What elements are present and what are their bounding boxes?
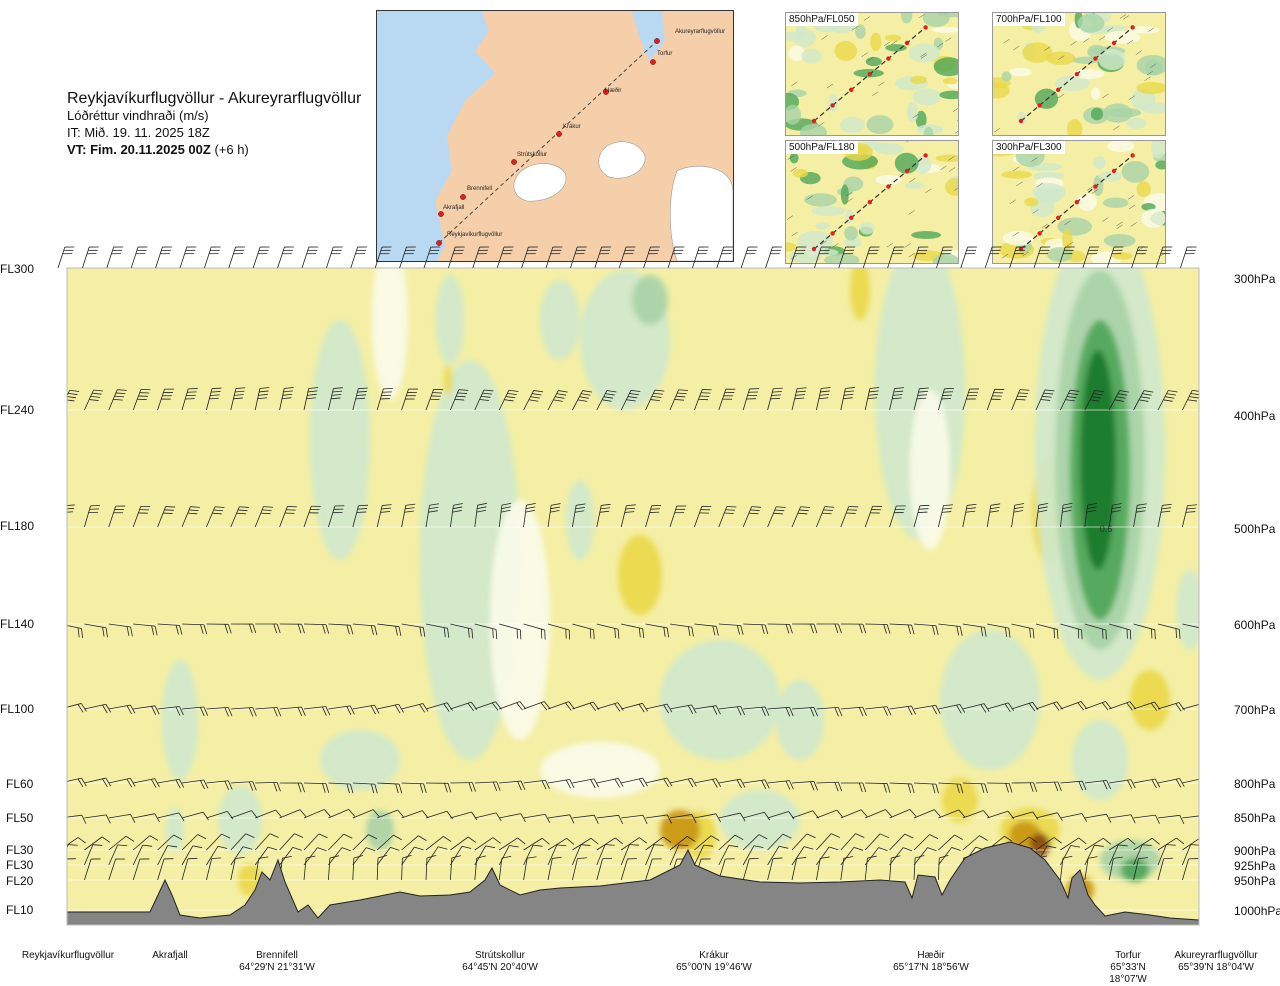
location-name: Brennifell — [232, 950, 322, 962]
fl-label-240: FL240 — [0, 403, 36, 417]
wind-barbs-top-row — [58, 247, 1197, 268]
fl-label-60: FL60 — [6, 777, 42, 791]
velocity-contour-blob — [320, 730, 400, 790]
velocity-contour-blob — [940, 630, 1040, 770]
hpa-label-950: 950hPa — [1234, 874, 1275, 888]
wind-barb-flag — [1204, 815, 1208, 824]
location-coord: 65°00'N 19°46'W — [669, 962, 759, 974]
fl-label-300: FL300 — [0, 262, 36, 276]
location-label: Hæðir 65°17'N 18°56'W — [886, 950, 976, 974]
fl-label-180: FL180 — [0, 519, 36, 533]
wind-barb-flag — [594, 630, 595, 639]
hpa-label-700: 700hPa — [1234, 703, 1275, 717]
location-name: Akrafjall — [140, 950, 200, 962]
wind-barb-flag — [1200, 779, 1205, 787]
velocity-contour-blob — [1130, 670, 1170, 730]
fl-label-30b: FL30 — [6, 858, 42, 872]
wind-barb-flag — [1200, 704, 1205, 712]
velocity-contour-blob — [942, 778, 978, 822]
velocity-contour-blob — [436, 275, 464, 365]
location-label: Akrafjall — [140, 950, 200, 962]
wind-barb-flag — [359, 505, 368, 506]
hpa-label-500: 500hPa — [1234, 522, 1275, 536]
velocity-contour-blob — [566, 480, 594, 560]
wind-barb-flag — [1201, 838, 1209, 844]
velocity-contour-blob — [490, 500, 550, 740]
wind-barb-flag — [1204, 629, 1205, 638]
velocity-contour-blob — [910, 390, 950, 550]
wind-barb-flag — [1200, 628, 1201, 637]
fl-label-10: FL10 — [6, 903, 42, 917]
location-label: Brennifell 64°29'N 21°31'W — [232, 950, 322, 974]
wind-barb-staff — [60, 859, 66, 880]
velocity-contour-blob — [540, 280, 580, 360]
velocity-contour-blob — [162, 660, 198, 780]
location-label: Akureyrarflugvöllur 65°39'N 18°04'W — [1158, 950, 1274, 974]
hpa-label-800: 800hPa — [1234, 777, 1275, 791]
location-name: Torfur — [1100, 950, 1156, 962]
location-name: Reykjavíkurflugvöllur — [8, 950, 128, 962]
velocity-contour-blob — [366, 810, 394, 850]
fl-label-140: FL140 — [0, 617, 36, 631]
wind-barb-flag — [1155, 630, 1156, 639]
hpa-label-400: 400hPa — [1234, 409, 1275, 423]
location-label: Strútskollur 64°45'N 20°40'W — [455, 950, 545, 974]
wind-barb-flag — [1151, 629, 1152, 638]
velocity-contour-blob — [720, 790, 800, 850]
wind-barb-flag — [163, 513, 172, 514]
location-coord: 64°29'N 21°31'W — [232, 962, 322, 974]
velocity-contour-blob — [1080, 350, 1116, 570]
hpa-label-600: 600hPa — [1234, 618, 1275, 632]
fl-label-30a: FL30 — [6, 843, 42, 857]
velocity-contour-blob — [218, 786, 262, 854]
wind-barb-flag — [1082, 630, 1083, 639]
fl-label-100: FL100 — [0, 702, 36, 716]
velocity-contour-blob — [776, 680, 824, 760]
location-coord: 64°45'N 20°40'W — [455, 962, 545, 974]
hpa-label-1000: 1000hPa — [1234, 904, 1280, 918]
wind-barb-staff — [60, 506, 65, 527]
location-name: Hæðir — [886, 950, 976, 962]
velocity-contour-blob — [310, 320, 370, 560]
location-name: Strútskollur — [455, 950, 545, 962]
location-coord: 65°17'N 18°56'W — [886, 962, 976, 974]
wind-barb-flag — [1204, 778, 1209, 786]
velocity-contour-blob — [372, 240, 408, 400]
velocity-contour-blob — [850, 260, 870, 320]
hpa-label-850: 850hPa — [1234, 811, 1275, 825]
wind-barb-flag — [1204, 703, 1209, 711]
wind-barb-flag — [357, 512, 366, 513]
location-coord: 65°39'N 18°04'W — [1158, 962, 1274, 974]
velocity-contour-blob — [1072, 720, 1128, 800]
wind-barb-flag — [603, 858, 612, 859]
wind-barb-flag — [164, 510, 173, 511]
wind-barb-flag — [1078, 629, 1079, 638]
velocity-contour-blob — [155, 148, 165, 172]
wind-barb-flag — [358, 509, 367, 510]
velocity-contour-blob — [444, 365, 452, 395]
velocity-contour-blob — [540, 742, 660, 798]
wind-barb-flag — [166, 507, 175, 508]
location-coord: 65°33'N 18°07'W — [1100, 962, 1156, 986]
fl-label-50: FL50 — [6, 811, 42, 825]
location-label: Krákur 65°00'N 19°46'W — [669, 950, 759, 974]
location-name: Akureyrarflugvöllur — [1158, 950, 1274, 962]
location-name: Krákur — [669, 950, 759, 962]
hpa-label-925: 925hPa — [1234, 859, 1275, 873]
location-label: Reykjavíkurflugvöllur — [8, 950, 128, 962]
velocity-contour-blob — [632, 275, 668, 325]
velocity-contour-blob — [660, 640, 780, 760]
hpa-label-900: 900hPa — [1234, 844, 1275, 858]
velocity-contour-blob — [618, 535, 662, 615]
hpa-label-300: 300hPa — [1234, 272, 1275, 286]
wind-barb-flag — [590, 629, 591, 638]
fl-label-20: FL20 — [6, 874, 42, 888]
contour-annotation: 0.6 — [1100, 524, 1113, 534]
